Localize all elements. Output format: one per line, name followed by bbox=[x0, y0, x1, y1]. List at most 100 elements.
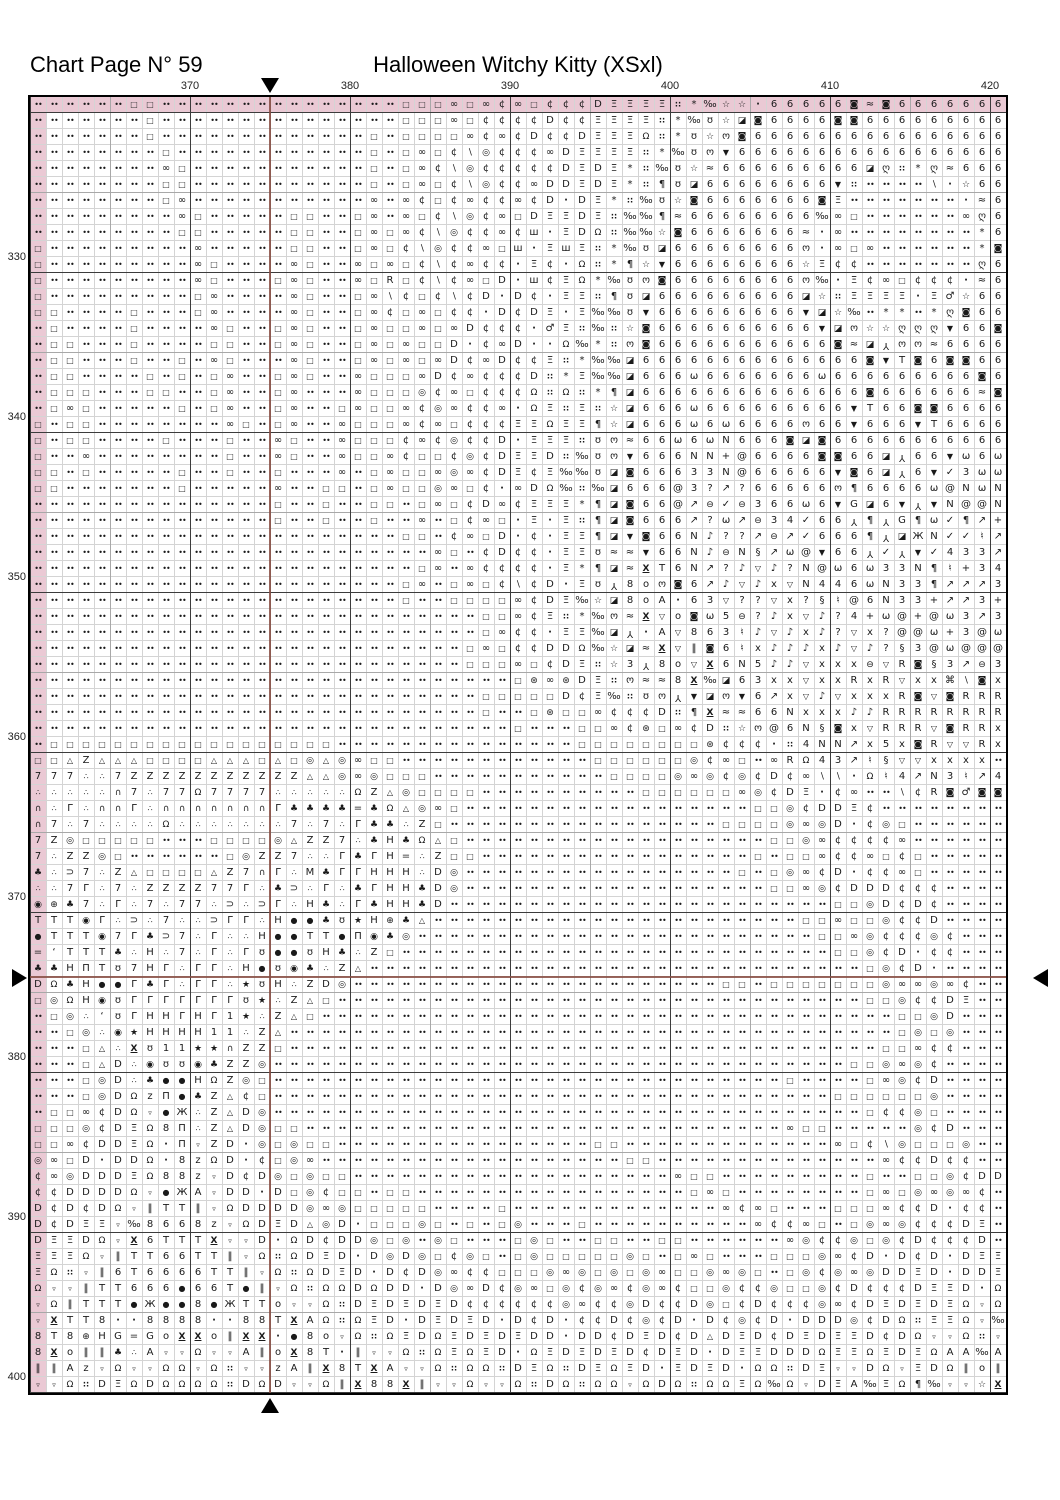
stitch-cell: □ bbox=[354, 1188, 362, 1197]
stitch-cell: Ξ bbox=[626, 115, 634, 126]
stitch-cell: Ω bbox=[530, 1348, 538, 1358]
stitch-cell: ♣ bbox=[353, 884, 363, 894]
stitch-cell: ↗ bbox=[753, 531, 763, 542]
stitch-cell: 6 bbox=[642, 403, 650, 414]
stitch-cell: ¢ bbox=[482, 163, 490, 174]
stitch-cell: •• bbox=[50, 228, 58, 237]
stitch-cell: ¢ bbox=[514, 307, 522, 318]
stitch-cell: 6 bbox=[802, 131, 810, 142]
stitch-cell: ◪ bbox=[801, 436, 811, 446]
stitch-cell: 6 bbox=[754, 371, 762, 382]
stitch-cell: 8 bbox=[658, 659, 666, 670]
stitch-cell: ∷ bbox=[275, 1252, 281, 1261]
stitch-cell: •• bbox=[66, 532, 74, 541]
stitch-cell: Γ bbox=[355, 867, 361, 878]
stitch-cell: □ bbox=[690, 1188, 698, 1197]
stitch-cell: ∴ bbox=[419, 852, 425, 861]
stitch-cell: ≈ bbox=[641, 675, 651, 686]
stitch-cell: 6 bbox=[898, 115, 906, 126]
stitch-cell: ¢ bbox=[850, 835, 858, 846]
stitch-cell: •• bbox=[530, 932, 538, 941]
stitch-cell: 6 bbox=[786, 227, 794, 238]
stitch-cell: ◙ bbox=[977, 372, 987, 382]
stitch-cell: ¢ bbox=[850, 1299, 858, 1310]
stitch-cell: •• bbox=[386, 708, 394, 717]
stitch-cell: T bbox=[194, 1251, 202, 1262]
stitch-cell: •• bbox=[274, 580, 282, 589]
stitch-cell: 6 bbox=[786, 467, 794, 478]
stitch-cell: ¢ bbox=[770, 1299, 778, 1310]
stitch-cell: •• bbox=[706, 1108, 714, 1117]
stitch-cell: •• bbox=[818, 996, 826, 1005]
stitch-cell: ¢ bbox=[674, 1331, 682, 1342]
stitch-cell: •• bbox=[498, 1140, 506, 1149]
stitch-cell: ∷ bbox=[659, 132, 665, 141]
stitch-cell: •• bbox=[210, 420, 218, 429]
stitch-cell: ▿ bbox=[132, 1365, 136, 1373]
col-label: 390 bbox=[500, 80, 520, 92]
stitch-cell: □ bbox=[802, 852, 810, 861]
stitch-cell: •• bbox=[690, 1044, 698, 1053]
stitch-cell: □ bbox=[82, 836, 90, 845]
stitch-cell: •• bbox=[562, 852, 570, 861]
stitch-row: •• □ □ •• •• •• □ •• •• □ •• ∞ □ •• •• •• ∞ □ •• •• □ ∞ □ ∞ □ ∞ D ¢… bbox=[30, 353, 1006, 369]
stitch-cell: •• bbox=[322, 1044, 330, 1053]
stitch-cell: 6 bbox=[850, 531, 858, 542]
stitch-cell: D bbox=[578, 131, 586, 142]
stitch-cell: •• bbox=[242, 532, 250, 541]
stitch-cell: ☆ bbox=[817, 292, 827, 302]
stitch-cell: ♪ bbox=[818, 611, 826, 622]
stitch-cell: D bbox=[82, 1171, 90, 1182]
stitch-cell: ● bbox=[162, 1300, 170, 1309]
stitch-cell: •• bbox=[82, 260, 90, 269]
stitch-cell: ✓ bbox=[929, 547, 939, 558]
stitch-cell: □ bbox=[434, 308, 442, 317]
stitch-row: •• •• •• •• •• •• •• •• •• •• •• •• •• •• •• •• •• •• •• ••… bbox=[30, 657, 1006, 673]
stitch-cell: Ξ bbox=[642, 115, 650, 126]
stitch-cell: □ bbox=[306, 340, 314, 349]
stitch-cell: •• bbox=[306, 148, 314, 157]
stitch-cell: □ bbox=[882, 996, 890, 1005]
stitch-cell: ш bbox=[529, 275, 539, 286]
stitch-row: 7 ∴ Z Z ◎ □ •• •• •• •• •• •• □ ◎ Z Z 7 ∴ ∴ Γ ♣ Γ H = ∴ Z □ □ •• •• ••… bbox=[30, 849, 1006, 865]
stitch-cell: ¢ bbox=[818, 867, 826, 878]
stitch-cell: ◪ bbox=[705, 692, 715, 702]
stitch-cell: •• bbox=[786, 964, 794, 973]
stitch-cell: •• bbox=[626, 1140, 634, 1149]
stitch-cell: •• bbox=[354, 596, 362, 605]
stitch-cell: N bbox=[882, 579, 890, 590]
stitch-cell: •• bbox=[610, 948, 618, 957]
stitch-cell: 7 bbox=[130, 787, 138, 798]
stitch-cell: •• bbox=[482, 932, 490, 941]
stitch-cell: ღ bbox=[914, 323, 922, 334]
stitch-cell: ⊛ bbox=[546, 708, 554, 718]
stitch-cell: ¢ bbox=[978, 1203, 986, 1214]
stitch-cell: 6 bbox=[882, 435, 890, 446]
stitch-cell: •• bbox=[290, 1108, 298, 1117]
stitch-cell: 6 bbox=[978, 147, 986, 158]
stitch-cell: •• bbox=[146, 276, 154, 285]
stitch-cell: ¢ bbox=[866, 1283, 874, 1294]
stitch-cell: 6 bbox=[690, 227, 698, 238]
stitch-cell: •• bbox=[146, 292, 154, 301]
stitch-cell: D bbox=[834, 819, 842, 830]
stitch-cell: •• bbox=[130, 660, 138, 669]
stitch-cell: ▿ bbox=[948, 1333, 952, 1341]
stitch-cell: 6 bbox=[802, 371, 810, 382]
stitch-cell: •• bbox=[530, 1092, 538, 1101]
stitch-cell: Z bbox=[242, 1043, 250, 1054]
stitch-cell: •• bbox=[962, 1076, 970, 1085]
stitch-cell: □ bbox=[34, 276, 42, 285]
stitch-cell: •• bbox=[642, 1092, 650, 1101]
stitch-cell: □ bbox=[834, 932, 842, 941]
stitch-cell: ◎ bbox=[722, 1284, 730, 1294]
stitch-cell: ∴ bbox=[179, 964, 185, 973]
stitch-cell: •• bbox=[594, 1220, 602, 1229]
stitch-cell: •• bbox=[242, 180, 250, 189]
stitch-cell: •• bbox=[530, 1012, 538, 1021]
stitch-cell: Z bbox=[226, 771, 234, 782]
stitch-cell: ∞ bbox=[545, 675, 555, 686]
stitch-cell: •• bbox=[642, 1012, 650, 1021]
stitch-cell: ∞ bbox=[433, 547, 443, 558]
stitch-cell: 6 bbox=[978, 419, 986, 430]
